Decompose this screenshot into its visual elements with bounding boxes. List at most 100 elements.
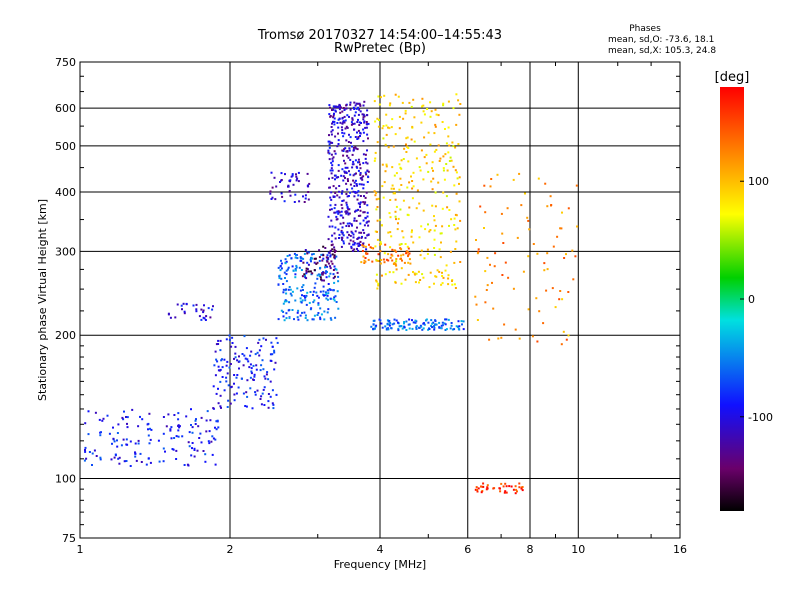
data-point [364, 196, 367, 199]
data-point [285, 260, 288, 263]
data-point [357, 161, 359, 164]
data-point [147, 457, 150, 460]
data-point [407, 261, 410, 264]
data-point [340, 174, 343, 177]
data-point [357, 118, 359, 121]
data-point [333, 299, 336, 302]
data-point [342, 234, 345, 237]
data-point [402, 236, 405, 239]
colorbar-tick-label: -100 [748, 411, 773, 424]
data-point [316, 261, 319, 264]
data-point [311, 253, 314, 256]
data-point [180, 304, 183, 307]
data-point [211, 435, 214, 438]
data-point [486, 256, 489, 259]
data-point [363, 211, 366, 214]
data-point [418, 166, 421, 169]
data-point [286, 255, 289, 257]
data-point [319, 290, 322, 293]
data-point [202, 309, 205, 312]
data-point [108, 432, 111, 435]
data-point [437, 144, 440, 147]
data-point [455, 325, 458, 328]
data-point [346, 236, 349, 239]
data-point [552, 245, 555, 248]
data-point [291, 173, 294, 176]
data-point [376, 117, 379, 120]
data-point [331, 129, 334, 132]
data-point [389, 322, 392, 324]
data-point [554, 306, 557, 309]
data-point [451, 283, 454, 286]
data-point [385, 163, 388, 166]
data-point [333, 254, 336, 257]
data-point [271, 389, 274, 392]
data-point [295, 254, 297, 257]
data-point [346, 178, 349, 181]
data-point [401, 327, 404, 330]
data-point [254, 391, 257, 394]
data-point [327, 308, 330, 311]
data-point [403, 261, 406, 264]
data-point [475, 303, 478, 306]
data-point [360, 176, 363, 179]
data-point [337, 132, 339, 135]
data-point [377, 253, 380, 256]
data-point [216, 419, 219, 422]
data-point [561, 298, 564, 301]
data-point [387, 320, 390, 323]
data-point [351, 123, 354, 125]
data-point [225, 376, 228, 379]
data-point [359, 103, 362, 106]
data-point [256, 389, 259, 392]
data-point [451, 328, 454, 331]
data-point [290, 257, 293, 260]
data-point [295, 264, 298, 267]
data-point [357, 129, 360, 132]
data-point [476, 490, 479, 493]
data-point [454, 287, 457, 289]
data-point [359, 203, 361, 206]
data-point [441, 275, 444, 277]
data-point [137, 439, 140, 442]
data-point [339, 104, 341, 107]
data-point [332, 120, 335, 123]
data-point [193, 455, 196, 458]
data-point [316, 314, 319, 316]
data-point [429, 115, 432, 118]
data-point [512, 488, 515, 491]
data-point [442, 169, 445, 172]
data-point [273, 349, 276, 352]
data-point [333, 112, 335, 115]
data-point [299, 314, 302, 317]
data-point [550, 204, 553, 206]
data-point [482, 482, 485, 485]
data-point [505, 491, 508, 494]
data-point [306, 319, 309, 322]
data-point [321, 273, 324, 276]
data-point [327, 215, 330, 218]
data-point [429, 229, 432, 231]
data-point [234, 345, 237, 348]
data-point [245, 405, 248, 408]
data-point [258, 349, 261, 352]
data-point [512, 287, 515, 290]
data-point [337, 280, 340, 283]
data-point [492, 487, 495, 490]
data-point [375, 280, 378, 283]
data-point [420, 149, 423, 152]
data-point [392, 271, 395, 274]
data-point [242, 392, 245, 395]
data-point [219, 405, 222, 408]
data-point [342, 216, 345, 219]
data-point [309, 270, 312, 273]
data-point [366, 181, 369, 183]
data-point [434, 125, 437, 128]
data-point [415, 157, 418, 160]
data-point [318, 259, 321, 262]
data-point [309, 258, 312, 261]
data-point [351, 187, 354, 190]
data-point [567, 207, 570, 210]
